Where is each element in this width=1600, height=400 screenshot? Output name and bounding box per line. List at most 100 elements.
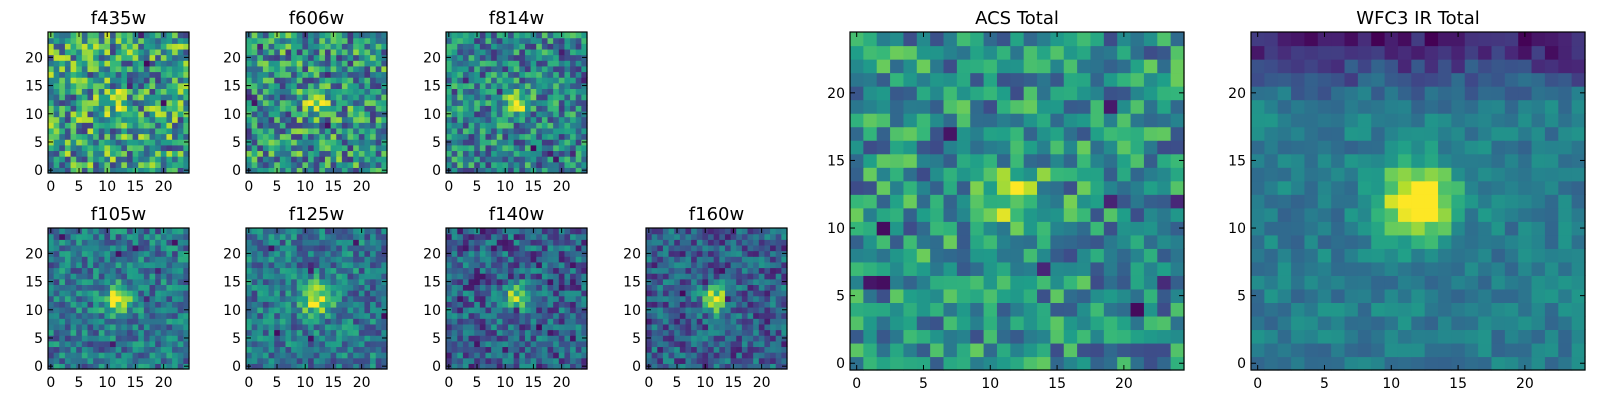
heatmap-cell [541,306,549,314]
heatmap-cell [702,278,709,285]
heatmap-cell [730,284,737,291]
heatmap-cell [177,60,184,67]
heatmap-cell [268,54,275,61]
heatmap-cell [381,77,388,84]
heatmap-cell [53,329,60,336]
heatmap-cell [246,273,253,280]
heatmap-cell [370,290,377,297]
heatmap-cell [104,94,111,101]
heatmap-cell [274,233,281,240]
heatmap-cell [143,127,151,135]
heatmap-cell [662,340,670,348]
heatmap-cell [347,363,354,370]
heatmap-cell [160,301,168,308]
heatmap-cell [736,290,743,297]
heatmap-cell [319,88,326,95]
heatmap-cell [570,88,577,95]
heatmap-cell [513,65,520,73]
heatmap-cell [172,284,179,291]
heatmap-cell [462,340,470,348]
heatmap-cell [702,306,709,314]
heatmap-cell [462,357,470,364]
heatmap-cell [457,301,464,308]
y-tick-label: 0 [232,163,241,179]
heatmap-cell [285,110,292,118]
heatmap-cell [691,228,698,235]
heatmap-cell [59,323,66,331]
heatmap-cell [87,329,94,336]
heatmap-cell [691,295,698,302]
heatmap-cell [262,273,270,280]
heatmap-cell [172,88,179,95]
heatmap-cell [474,43,481,50]
heatmap-cell [87,71,94,78]
heatmap-cell [251,363,258,370]
heatmap-cell [257,256,264,263]
heatmap-cell [126,127,134,135]
heatmap-cell [863,234,878,249]
heatmap-cell [149,284,156,291]
heatmap-cell [370,88,377,95]
heatmap-cells-f125w [246,228,388,370]
heatmap-cell [177,228,184,235]
heatmap-cell [1157,356,1172,371]
heatmap-cell [657,267,664,274]
heatmap-cell [575,250,582,257]
heatmap-cell [519,228,526,235]
heatmap-cell [1037,315,1051,331]
heatmap-cell [451,99,458,106]
heatmap-cell [279,261,287,269]
heatmap-cell [370,295,377,302]
heatmap-cell [468,60,475,67]
heatmap-cell [502,94,509,101]
heatmap-cell [547,82,554,89]
heatmap-cell [381,295,388,302]
heatmap-cell [508,77,515,84]
heatmap-cell [364,363,371,370]
heatmap-cell [183,122,190,129]
heatmap-cell [370,133,377,140]
heatmap-cell [491,267,498,274]
heatmap-cell [251,329,258,336]
heatmap-cell [177,71,184,78]
heatmap-cell [468,352,475,359]
heatmap-cell [48,244,55,252]
heatmap-cell [160,60,168,67]
heatmap-cell [324,329,332,336]
heatmap-cell [775,284,782,291]
heatmap-cell [674,284,681,291]
heatmap-cell [115,122,122,129]
heatmap-cell [59,312,66,319]
heatmap-cell [502,352,509,359]
heatmap-cell [166,244,173,252]
heatmap-cell [457,133,464,140]
heatmap-cell [319,122,326,129]
heatmap-cell [268,233,275,240]
heatmap-cell [324,37,332,44]
heatmap-cell [581,48,588,56]
heatmap-cell [491,329,498,336]
heatmap-cell [1037,167,1051,182]
y-tick-label: 0 [34,163,43,179]
heatmap-cell [491,43,498,50]
heatmap-cell [87,357,94,364]
heatmap-cell [564,329,571,336]
heatmap-cell [736,278,743,285]
heatmap-cell [104,239,111,246]
heatmap-cell [347,161,354,168]
heatmap-cell [274,150,281,157]
heatmap-cell [536,54,543,61]
heatmap-cell [353,60,360,67]
x-tick-label: 20 [553,179,571,195]
heatmap-cell [736,273,743,280]
heatmap-cell [308,133,315,140]
heatmap-cell [81,60,89,67]
heatmap-cell [1117,329,1132,344]
heatmap-cell [547,261,554,269]
heatmap-cell [81,32,89,39]
heatmap-cell [956,288,971,303]
heatmap-cell [285,88,292,95]
heatmap-cell [781,273,788,280]
heatmap-cell [781,256,788,263]
heatmap-cell [724,267,732,274]
